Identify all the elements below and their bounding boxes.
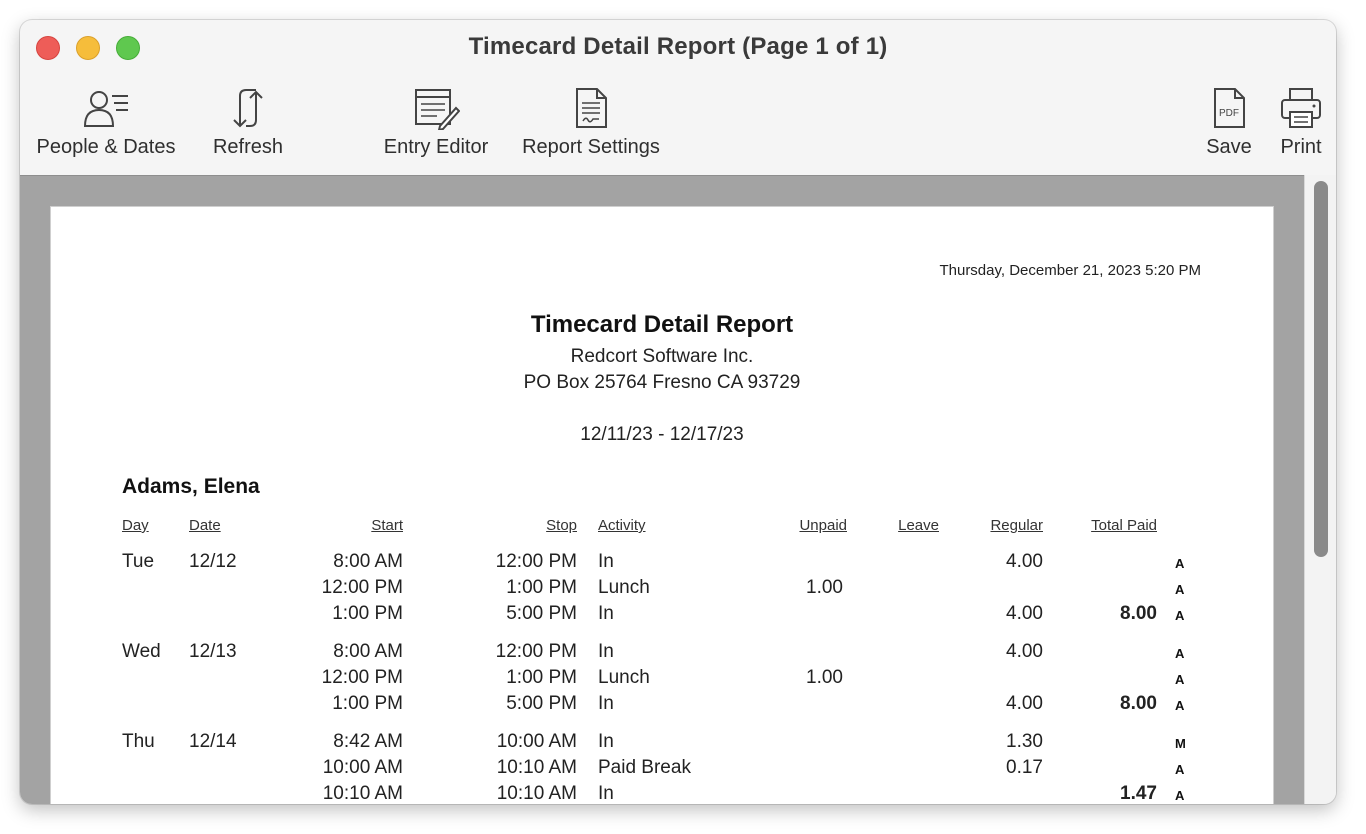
vertical-scrollbar[interactable] <box>1304 175 1336 804</box>
activity-cell: In <box>598 783 614 804</box>
pdf-file-icon: PDF <box>1214 88 1245 128</box>
company-address: PO Box 25764 Fresno CA 93729 <box>523 372 801 393</box>
unpaid-hours-cell: 1.00 <box>806 667 843 688</box>
report-settings-button[interactable]: Report Settings <box>514 86 668 159</box>
report-settings-label: Report Settings <box>522 136 660 158</box>
entry-flag: A <box>1175 698 1185 713</box>
people-dates-label: People & Dates <box>36 136 176 158</box>
stop-time-cell: 10:10 AM <box>496 757 577 778</box>
stop-time-cell: 10:00 AM <box>496 731 577 752</box>
activity-cell: Lunch <box>598 667 650 688</box>
regular-hours-cell: 4.00 <box>1006 603 1043 624</box>
start-time-cell: 8:00 AM <box>333 551 403 572</box>
window-title: Timecard Detail Report (Page 1 of 1) <box>468 33 888 60</box>
stop-time-cell: 5:00 PM <box>506 603 577 624</box>
stop-time-cell: 12:00 PM <box>495 641 577 662</box>
activity-cell: Lunch <box>598 577 650 598</box>
date-range: 12/11/23 - 12/17/23 <box>580 424 744 445</box>
column-header-activity: Activity <box>598 517 646 534</box>
refresh-button[interactable]: Refresh <box>200 86 296 159</box>
entry-flag: A <box>1175 608 1185 623</box>
start-time-cell: 1:00 PM <box>332 693 403 714</box>
people-dates-button[interactable]: People & Dates <box>32 86 180 159</box>
regular-hours-cell: 4.00 <box>1006 641 1043 662</box>
regular-hours-cell: 1.30 <box>1006 731 1043 752</box>
toolbar: People & Dates Refresh Entry Editor <box>20 76 1336 176</box>
start-time-cell: 12:00 PM <box>321 667 403 688</box>
refresh-icon <box>233 89 263 128</box>
column-header-date: Date <box>189 517 221 534</box>
report-title: Timecard Detail Report <box>530 311 794 338</box>
activity-cell: In <box>598 731 614 752</box>
entry-flag: A <box>1175 556 1185 571</box>
activity-cell: In <box>598 551 614 572</box>
date-cell: 12/12 <box>189 551 237 572</box>
print-label: Print <box>1280 136 1322 158</box>
edit-list-icon <box>415 89 460 130</box>
minimize-window-button[interactable] <box>76 36 100 60</box>
save-label: Save <box>1206 136 1252 158</box>
refresh-label: Refresh <box>212 136 284 158</box>
column-header-unpaid: Unpaid <box>799 517 847 534</box>
company-name: Redcort Software Inc. <box>570 346 754 367</box>
column-header-regular: Regular <box>990 517 1043 534</box>
report-viewer[interactable]: Thursday, December 21, 2023 5:20 PM Time… <box>20 175 1304 804</box>
day-cell: Wed <box>122 641 161 662</box>
activity-cell: In <box>598 693 614 714</box>
column-header-stop: Stop <box>546 517 577 534</box>
print-button[interactable]: Print <box>1272 86 1330 159</box>
entry-flag: A <box>1175 646 1185 661</box>
total-paid-cell: 8.00 <box>1120 603 1157 624</box>
report-window: Timecard Detail Report (Page 1 of 1) Peo… <box>20 20 1336 804</box>
regular-hours-cell: 4.00 <box>1006 693 1043 714</box>
total-paid-cell: 1.47 <box>1120 783 1157 804</box>
start-time-cell: 8:42 AM <box>333 731 403 752</box>
close-window-button[interactable] <box>36 36 60 60</box>
scrollbar-thumb[interactable] <box>1314 181 1328 557</box>
start-time-cell: 10:00 AM <box>322 757 403 778</box>
save-pdf-button[interactable]: PDF Save <box>1200 86 1258 159</box>
start-time-cell: 10:10 AM <box>322 783 403 804</box>
person-list-icon <box>83 91 128 127</box>
entry-flag: A <box>1175 788 1185 803</box>
unpaid-hours-cell: 1.00 <box>806 577 843 598</box>
activity-cell: In <box>598 641 614 662</box>
stop-time-cell: 10:10 AM <box>496 783 577 804</box>
regular-hours-cell: 4.00 <box>1006 551 1043 572</box>
date-cell: 12/14 <box>189 731 237 752</box>
regular-hours-cell: 0.17 <box>1006 757 1043 778</box>
entry-flag: A <box>1175 672 1185 687</box>
entry-flag: A <box>1175 762 1185 777</box>
column-header-total-paid: Total Paid <box>1091 517 1157 534</box>
stop-time-cell: 12:00 PM <box>495 551 577 572</box>
stop-time-cell: 1:00 PM <box>506 667 577 688</box>
start-time-cell: 1:00 PM <box>332 603 403 624</box>
activity-cell: Paid Break <box>598 757 691 778</box>
stop-time-cell: 5:00 PM <box>506 693 577 714</box>
zoom-window-button[interactable] <box>116 36 140 60</box>
entry-editor-label: Entry Editor <box>383 136 489 158</box>
column-header-leave: Leave <box>898 517 939 534</box>
document-icon <box>576 88 607 128</box>
report-page: Thursday, December 21, 2023 5:20 PM Time… <box>50 206 1274 804</box>
day-cell: Tue <box>122 551 155 572</box>
entry-flag: M <box>1175 736 1186 751</box>
column-header-day: Day <box>122 517 149 534</box>
day-cell: Thu <box>122 731 155 752</box>
column-header-start: Start <box>371 517 403 534</box>
employee-name: Adams, Elena <box>122 475 260 498</box>
title-bar: Timecard Detail Report (Page 1 of 1) <box>20 20 1336 76</box>
stop-time-cell: 1:00 PM <box>506 577 577 598</box>
printed-timestamp: Thursday, December 21, 2023 5:20 PM <box>939 262 1201 279</box>
printer-icon <box>1281 88 1321 128</box>
start-time-cell: 8:00 AM <box>333 641 403 662</box>
activity-cell: In <box>598 603 614 624</box>
total-paid-cell: 8.00 <box>1120 693 1157 714</box>
start-time-cell: 12:00 PM <box>321 577 403 598</box>
pdf-badge: PDF <box>1219 108 1239 119</box>
entry-flag: A <box>1175 582 1185 597</box>
entry-editor-button[interactable]: Entry Editor <box>376 86 496 159</box>
date-cell: 12/13 <box>189 641 237 662</box>
